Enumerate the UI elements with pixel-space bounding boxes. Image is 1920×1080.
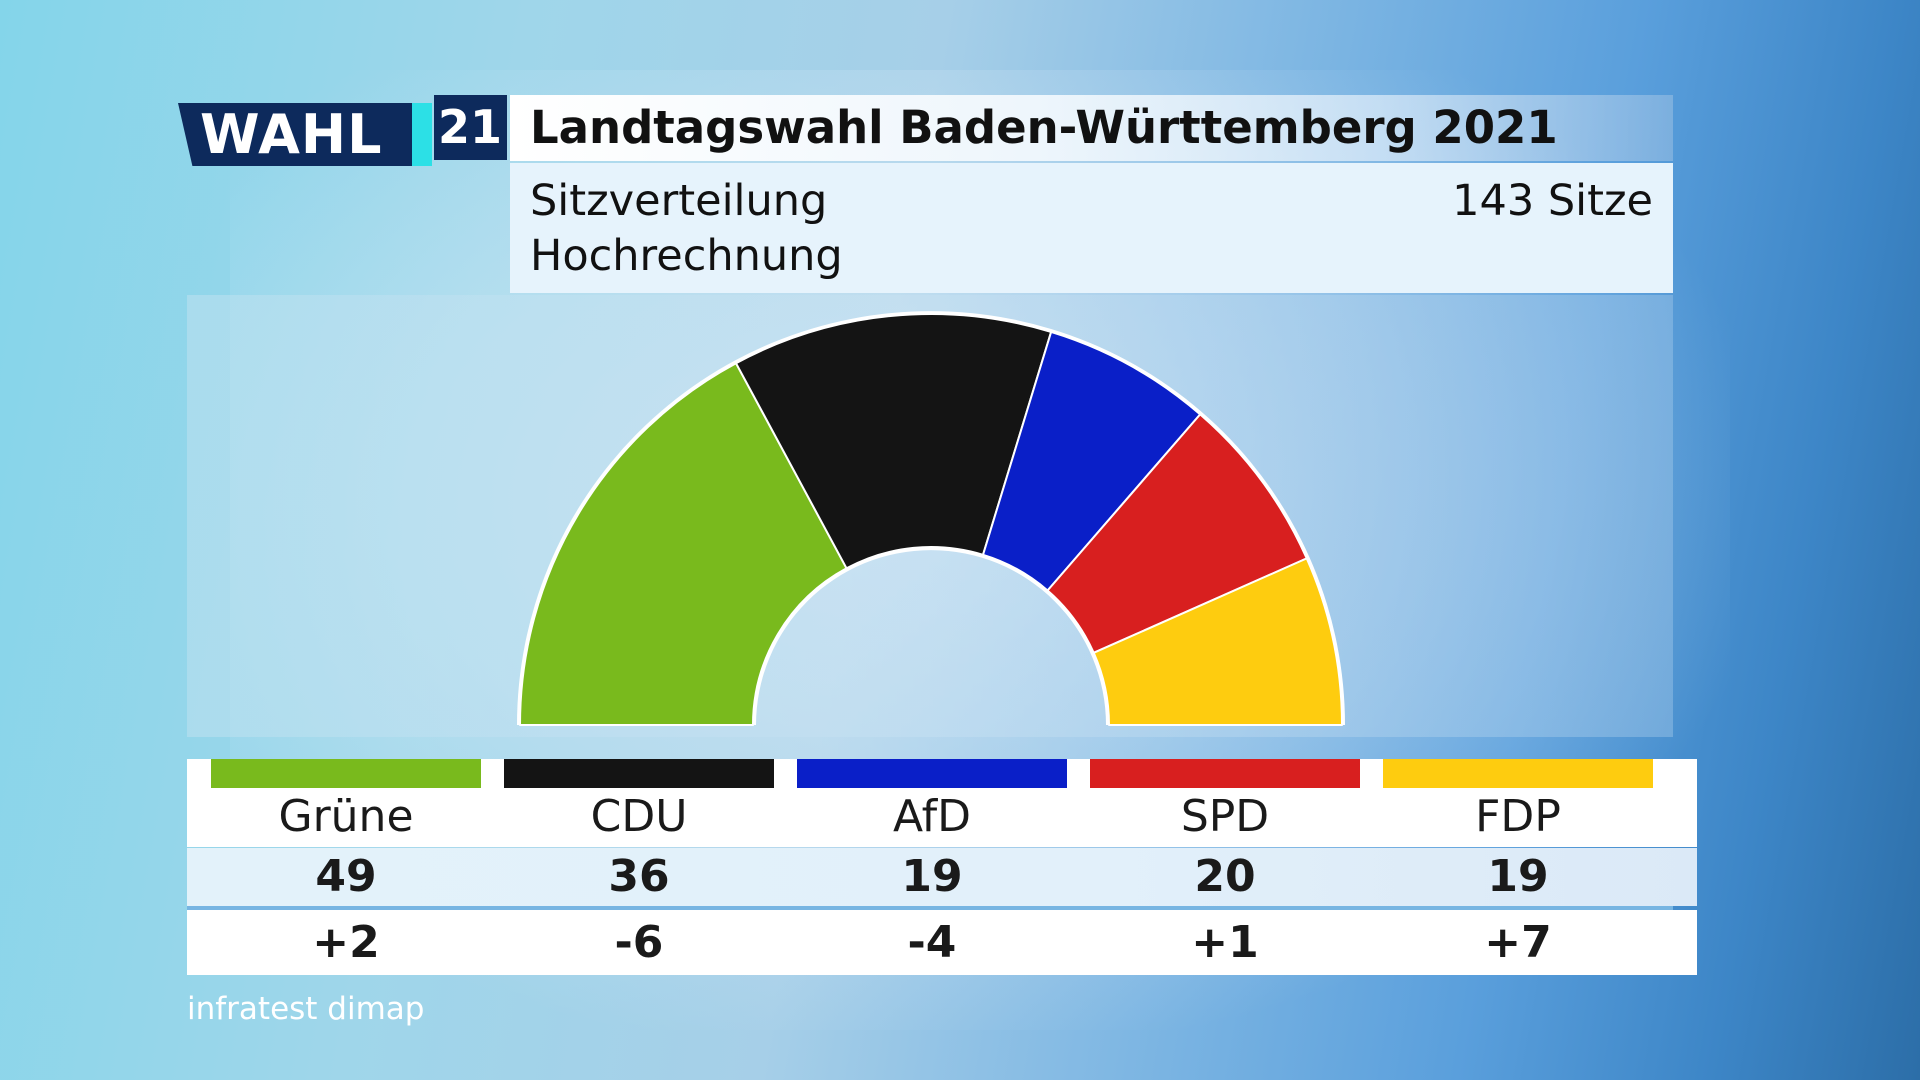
seat-segment-fdp: [1092, 557, 1343, 726]
party-color-swatch: [1383, 759, 1653, 788]
subtitle-projection: Hochrechnung: [530, 231, 843, 281]
party-header-row: Grüne CDU AfD SPD FDP: [187, 759, 1697, 847]
seats-cell-gruene: 49: [211, 848, 504, 906]
party-color-swatch: [504, 759, 774, 788]
party-column-spd: SPD: [1090, 759, 1383, 847]
party-name: AfD: [893, 791, 971, 842]
title-bar: Landtagswahl Baden-Württemberg 2021: [510, 95, 1673, 161]
seats-cell-spd: 20: [1090, 848, 1383, 906]
party-name: FDP: [1475, 791, 1561, 842]
change-cell-cdu: -6: [504, 910, 797, 975]
seats-cell-fdp: 19: [1383, 848, 1676, 906]
logo-wahl-text: WAHL: [200, 103, 383, 166]
change-cell-spd: +1: [1090, 910, 1383, 975]
seat-change: -4: [907, 917, 957, 968]
subtitle-seat-distribution: Sitzverteilung: [530, 176, 828, 226]
seat-segment-cdu: [735, 313, 1053, 570]
seat-change-row: +2 -6 -4 +1 +7: [187, 910, 1697, 975]
seat-count: 19: [1487, 851, 1549, 902]
logo-year-text: 21: [438, 100, 503, 154]
total-seats-label: 143 Sitze: [1452, 176, 1653, 226]
source-credit: infratest dimap: [187, 991, 425, 1027]
party-name: Grüne: [278, 791, 414, 842]
party-column-fdp: FDP: [1383, 759, 1676, 847]
party-name: SPD: [1180, 791, 1270, 842]
logo-year-block: 21: [434, 95, 507, 160]
seat-change: +7: [1484, 917, 1552, 968]
row-divider: [187, 906, 1673, 910]
seats-cell-cdu: 36: [504, 848, 797, 906]
results-table: Grüne CDU AfD SPD FDP 49 36 19 20: [187, 759, 1697, 975]
party-color-swatch: [797, 759, 1067, 788]
subtitle-box: Sitzverteilung Hochrechnung 143 Sitze: [510, 163, 1673, 293]
party-column-gruene: Grüne: [211, 759, 504, 847]
seats-cell-afd: 19: [797, 848, 1090, 906]
logo-accent-stripe: [412, 103, 432, 166]
change-cell-gruene: +2: [211, 910, 504, 975]
seat-change: +2: [312, 917, 380, 968]
seat-count: 20: [1194, 851, 1256, 902]
party-color-swatch: [1090, 759, 1360, 788]
change-cell-fdp: +7: [1383, 910, 1676, 975]
seat-count: 19: [901, 851, 963, 902]
seat-change: -6: [614, 917, 664, 968]
party-column-cdu: CDU: [504, 759, 797, 847]
party-column-afd: AfD: [797, 759, 1090, 847]
seats-row: 49 36 19 20 19: [187, 848, 1697, 906]
party-name: CDU: [590, 791, 688, 842]
seat-segment-gruene: [519, 362, 848, 726]
change-cell-afd: -4: [797, 910, 1090, 975]
logo-wahl-block: WAHL: [178, 103, 418, 166]
seat-count: 36: [608, 851, 670, 902]
seat-count: 49: [315, 851, 377, 902]
chart-title: Landtagswahl Baden-Württemberg 2021: [530, 101, 1558, 154]
party-color-swatch: [211, 759, 481, 788]
seat-change: +1: [1191, 917, 1259, 968]
